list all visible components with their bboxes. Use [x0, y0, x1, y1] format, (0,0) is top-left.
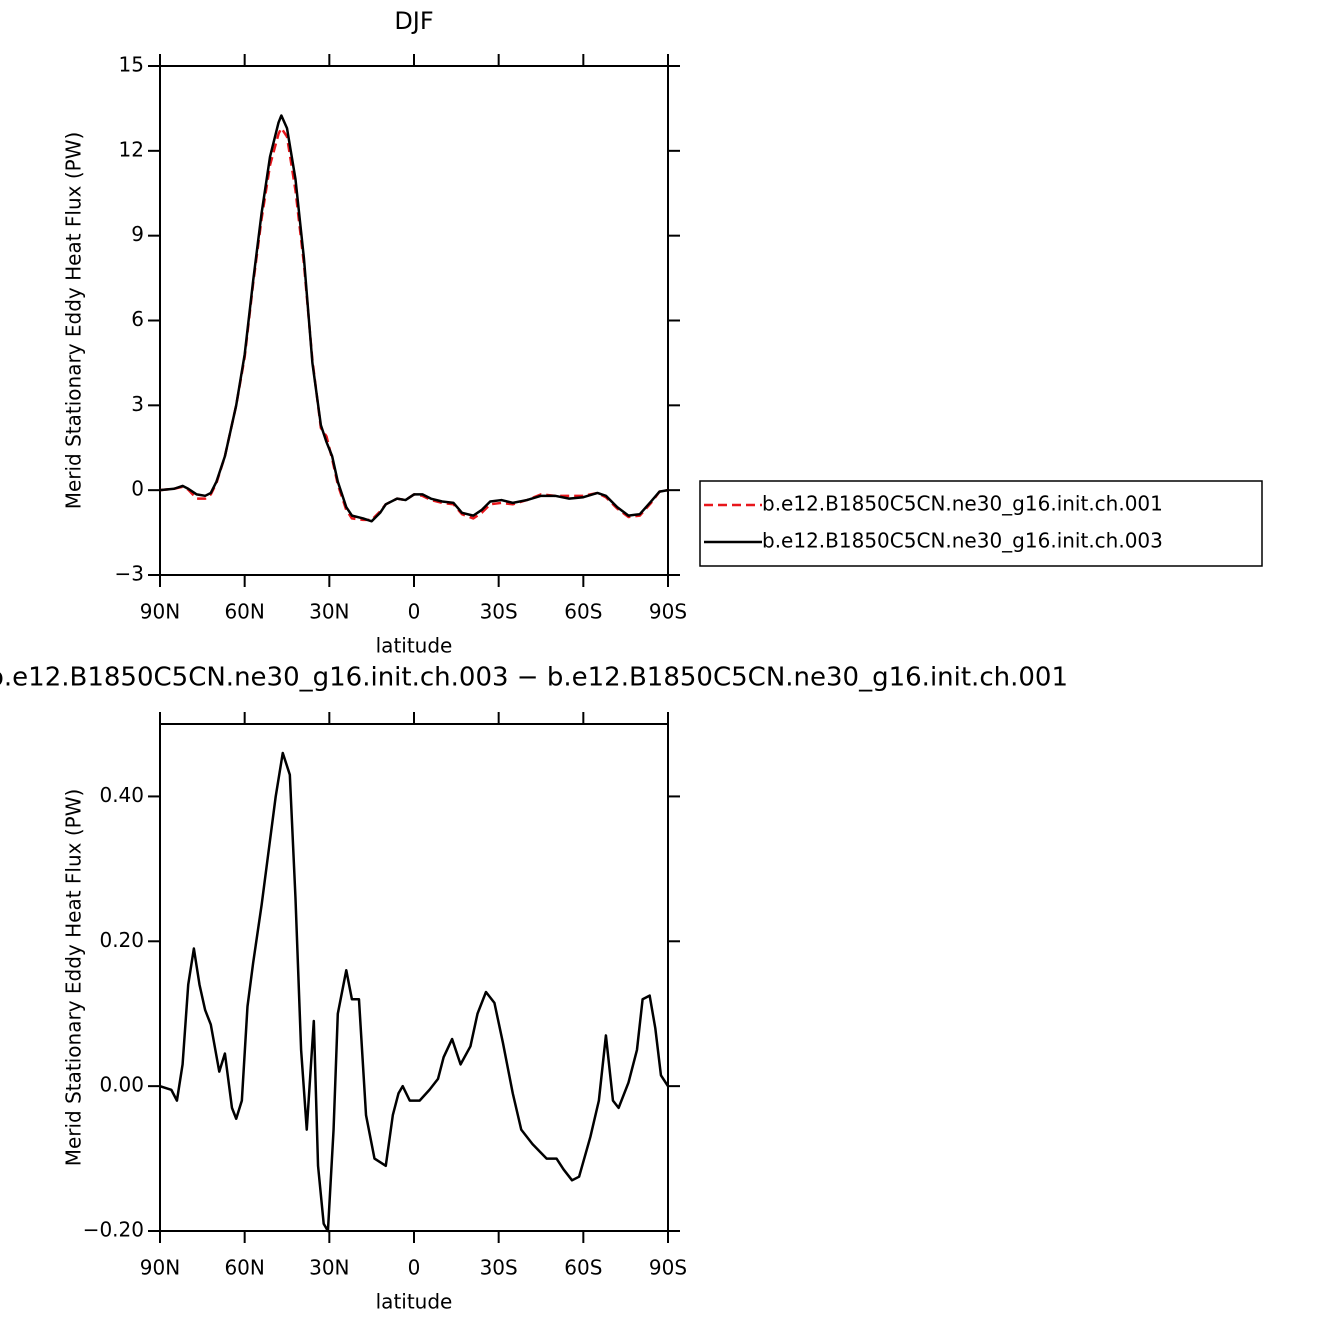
y-tick-label: −0.20: [83, 1218, 144, 1242]
x-tick-label: 30S: [480, 600, 518, 624]
y-tick-label: 15: [119, 53, 144, 77]
data-line: [159, 751, 670, 1233]
data-line: [159, 114, 669, 523]
y-tick-label: 6: [131, 307, 144, 331]
x-tick-label: 30N: [309, 600, 349, 624]
y-tick-label: −3: [115, 562, 144, 586]
legend-label: b.e12.B1850C5CN.ne30_g16.init.ch.001: [762, 492, 1163, 516]
y-tick-label: 3: [131, 392, 144, 416]
legend-box: [699, 480, 1263, 567]
x-tick-label: 0: [408, 600, 421, 624]
y-axis-label: Merid Stationary Eddy Heat Flux (PW): [62, 789, 86, 1167]
x-tick-label: 90S: [649, 600, 687, 624]
x-tick-label: 90N: [140, 600, 180, 624]
x-axis-label: latitude: [376, 634, 453, 658]
x-tick-label: 60N: [224, 1256, 264, 1280]
y-axis-label: Merid Stationary Eddy Heat Flux (PW): [62, 132, 86, 510]
data-line: [159, 126, 669, 522]
x-tick-label: 60S: [564, 1256, 602, 1280]
y-tick-label: 0.40: [99, 783, 144, 807]
x-tick-label: 90S: [649, 1256, 687, 1280]
chart-title: b.e12.B1850C5CN.ne30_g16.init.ch.003 − b…: [0, 663, 1068, 693]
x-tick-label: 30S: [480, 1256, 518, 1280]
chart-title: DJF: [394, 7, 433, 35]
x-axis-label: latitude: [376, 1290, 453, 1314]
x-tick-label: 90N: [140, 1256, 180, 1280]
y-tick-label: 0.20: [99, 928, 144, 952]
legend-label: b.e12.B1850C5CN.ne30_g16.init.ch.003: [762, 529, 1163, 553]
y-tick-label: 0: [131, 477, 144, 501]
plot-frame: [159, 723, 669, 1232]
x-tick-label: 30N: [309, 1256, 349, 1280]
x-tick-label: 60S: [564, 600, 602, 624]
x-tick-label: 60N: [224, 600, 264, 624]
x-tick-label: 0: [408, 1256, 421, 1280]
y-tick-label: 12: [119, 137, 144, 161]
y-tick-label: 0.00: [99, 1073, 144, 1097]
plot-frame: [159, 65, 669, 576]
y-tick-label: 9: [131, 222, 144, 246]
